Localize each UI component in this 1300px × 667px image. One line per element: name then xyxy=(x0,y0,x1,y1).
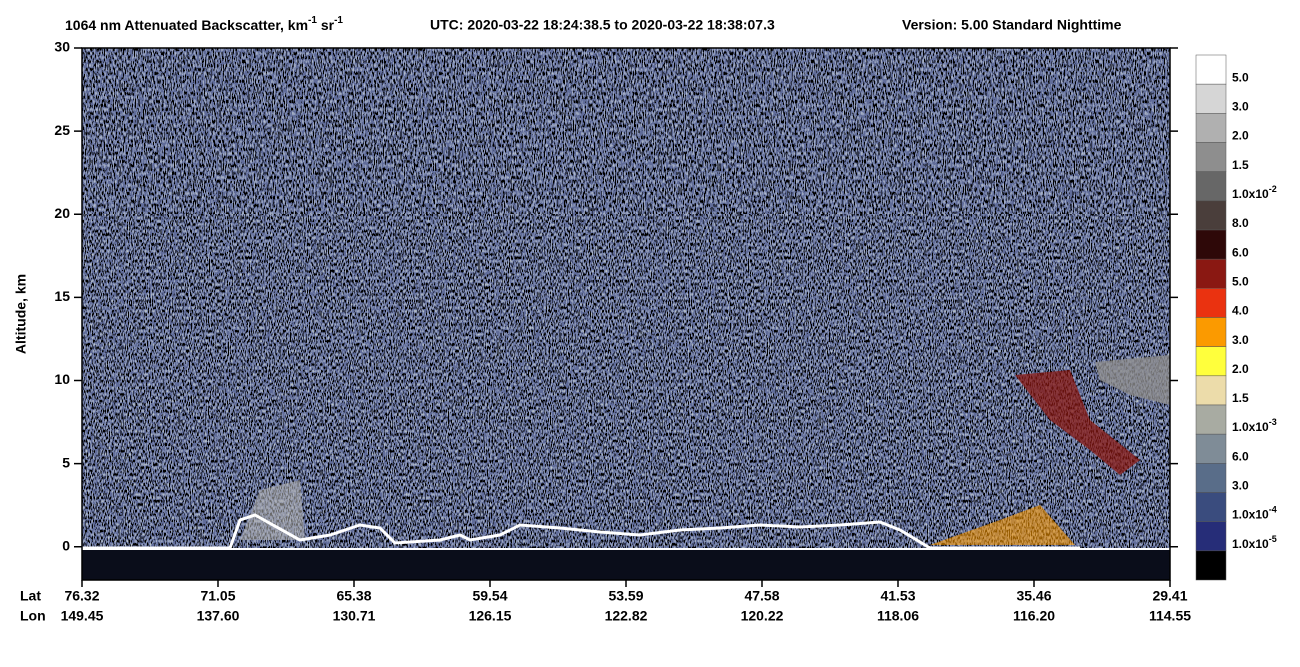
colorbar-swatch xyxy=(1195,171,1227,202)
colorbar-swatch xyxy=(1195,200,1227,231)
colorbar-label: 1.0x10-3 xyxy=(1232,418,1277,435)
lon-label: 122.82 xyxy=(605,608,648,624)
cirrus xyxy=(1015,370,1140,475)
title-sup: -1 xyxy=(308,15,317,26)
y-tick-label: 5 xyxy=(62,454,70,470)
colorbar-label: 2.0 xyxy=(1232,129,1249,143)
colorbar-swatch xyxy=(1195,317,1227,347)
y-tick-label: 10 xyxy=(54,371,70,387)
colorbar-swatch xyxy=(1195,346,1227,377)
colorbar-swatch xyxy=(1195,142,1227,172)
title-sup: -1 xyxy=(334,15,343,26)
lon-label: 118.06 xyxy=(877,608,919,624)
cloud xyxy=(240,480,305,540)
colorbar-label-sup: -5 xyxy=(1269,534,1277,544)
colorbar-label: 8.0 xyxy=(1232,216,1249,230)
y-tick-label: 15 xyxy=(54,288,70,304)
colorbar-swatch xyxy=(1195,113,1227,143)
version: Version: 5.00 Standard Nighttime xyxy=(902,17,1122,33)
chart-title: 1064 nm Attenuated Backscatter, km-1 sr-… xyxy=(65,15,343,33)
colorbar-label: 1.5 xyxy=(1232,391,1249,405)
colorbar-label: 6.0 xyxy=(1232,450,1249,464)
colorbar-swatch xyxy=(1195,550,1227,581)
colorbar-label: 4.0 xyxy=(1232,304,1249,318)
x-row-name: Lat xyxy=(20,588,41,604)
colorbar-label-base: 1.0x10 xyxy=(1232,187,1269,201)
colorbar-label: 5.0 xyxy=(1232,70,1249,84)
colorbar-label: 3.0 xyxy=(1232,479,1249,493)
colorbar-swatch xyxy=(1195,375,1227,406)
colorbar-swatch xyxy=(1195,258,1227,289)
lat-label: 41.53 xyxy=(880,588,915,604)
colorbar-swatch xyxy=(1195,433,1227,464)
colorbar-label: 1.0x10-2 xyxy=(1232,184,1277,201)
lat-label: 65.38 xyxy=(336,588,371,604)
y-tick-label: 20 xyxy=(54,205,70,221)
colorbar-label: 1.5 xyxy=(1232,158,1249,172)
lat-label: 59.54 xyxy=(472,588,507,604)
lon-label: 114.55 xyxy=(1149,608,1191,624)
y-tick-label: 0 xyxy=(62,537,70,553)
y-tick-label: 30 xyxy=(54,39,70,55)
utc-range: UTC: 2020-03-22 18:24:38.5 to 2020-03-22… xyxy=(430,17,775,33)
aerosol xyxy=(930,505,1075,545)
subsurface xyxy=(82,550,1170,580)
noise-lower xyxy=(82,214,1170,548)
lat-label: 71.05 xyxy=(200,588,235,604)
lat-label: 29.41 xyxy=(1152,588,1187,604)
lat-label: 53.59 xyxy=(608,588,643,604)
colorbar-swatch xyxy=(1195,83,1227,114)
cirrus-top xyxy=(1095,355,1170,405)
lon-label: 149.45 xyxy=(61,608,104,624)
colorbar-label-sup: -3 xyxy=(1269,418,1277,428)
colorbar-swatch xyxy=(1195,463,1227,493)
y-axis-label: Altitude, km xyxy=(13,274,29,354)
colorbar-label: 3.0 xyxy=(1232,333,1249,347)
surface-return xyxy=(82,513,1080,550)
lon-label: 137.60 xyxy=(197,608,240,624)
colorbar-swatch xyxy=(1195,492,1227,522)
colorbar-swatch xyxy=(1195,54,1227,85)
colorbar-label-base: 1.0x10 xyxy=(1232,537,1269,551)
colorbar: 5.03.02.01.51.0x10-28.06.05.04.03.02.01.… xyxy=(1195,54,1277,581)
title-text: 1064 nm Attenuated Backscatter, km xyxy=(65,17,308,33)
colorbar-swatch xyxy=(1195,521,1227,552)
x-row-name: Lon xyxy=(20,608,46,624)
lon-label: 120.22 xyxy=(741,608,784,624)
colorbar-label: 5.0 xyxy=(1232,275,1249,289)
lat-label: 47.58 xyxy=(744,588,779,604)
lon-label: 116.20 xyxy=(1013,608,1055,624)
colorbar-swatch xyxy=(1195,229,1227,260)
colorbar-label-sup: -2 xyxy=(1269,184,1277,194)
y-tick-label: 25 xyxy=(54,122,70,138)
colorbar-label-sup: -4 xyxy=(1269,505,1277,515)
title-text: sr xyxy=(317,17,335,33)
lon-label: 126.15 xyxy=(469,608,512,624)
colorbar-label: 1.0x10-4 xyxy=(1232,505,1277,522)
colorbar-swatch xyxy=(1195,288,1227,318)
lon-label: 130.71 xyxy=(333,608,376,624)
colorbar-label-base: 1.0x10 xyxy=(1232,508,1269,522)
colorbar-label: 1.0x10-5 xyxy=(1232,534,1277,551)
colorbar-label-base: 1.0x10 xyxy=(1232,420,1269,434)
colorbar-label: 2.0 xyxy=(1232,362,1249,376)
noise-upper xyxy=(82,48,1170,214)
colorbar-label: 3.0 xyxy=(1232,100,1249,114)
colorbar-label: 6.0 xyxy=(1232,245,1249,259)
backscatter-field xyxy=(82,48,1170,580)
lat-label: 35.46 xyxy=(1016,588,1051,604)
lat-label: 76.32 xyxy=(64,588,99,604)
colorbar-swatch xyxy=(1195,404,1227,435)
